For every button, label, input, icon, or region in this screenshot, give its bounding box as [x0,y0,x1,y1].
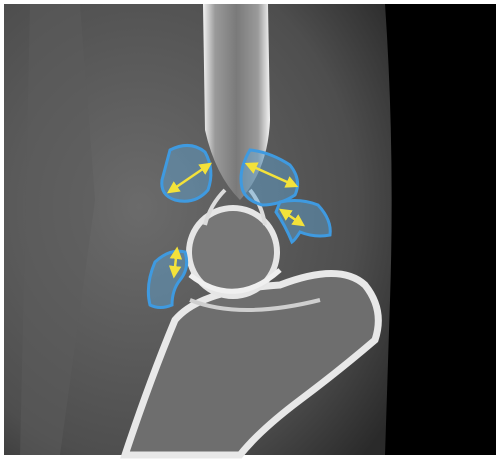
region-1 [160,144,213,203]
talus-head [186,205,280,299]
calcaneus [120,270,382,459]
joint-line [188,268,282,294]
bone-edge [189,298,321,312]
tissue-band [20,4,95,455]
arrow-4 [168,246,183,279]
measurements [166,162,306,279]
shaft-edge [203,188,267,226]
arrow-1 [166,162,213,194]
arrow-3 [278,208,306,227]
arrow-2 [244,162,299,188]
